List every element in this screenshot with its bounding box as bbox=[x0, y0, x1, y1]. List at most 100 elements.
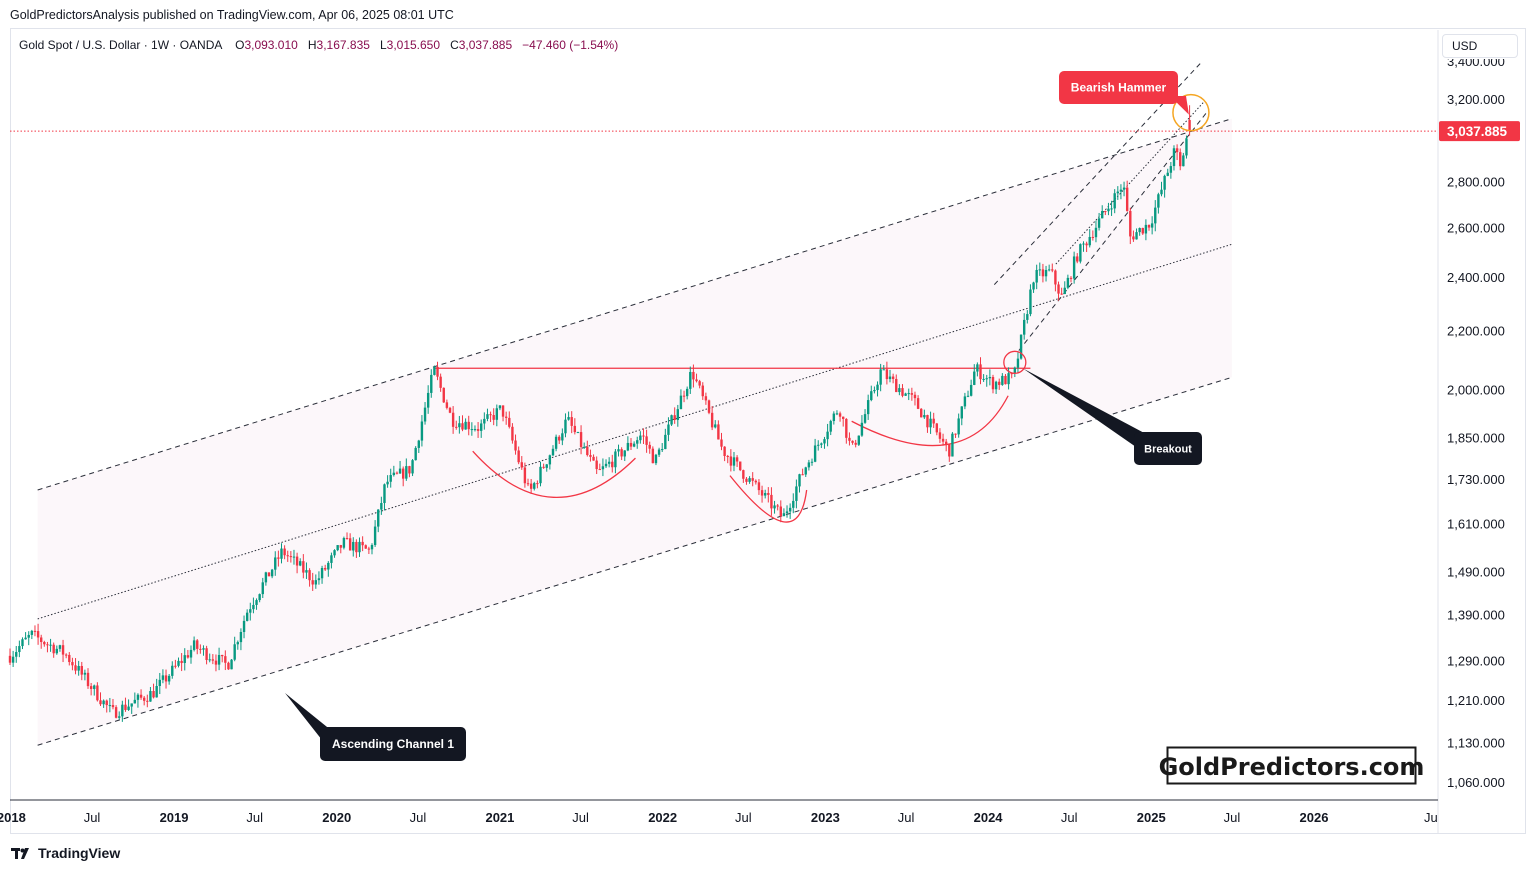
candle-body bbox=[171, 665, 174, 676]
y-tick-label: 2,400.000 bbox=[1447, 270, 1505, 285]
candle bbox=[27, 631, 30, 646]
candle-body bbox=[770, 494, 773, 509]
candle-body bbox=[966, 395, 970, 397]
symbol-legend[interactable]: Gold Spot / U.S. Dollar · 1W · OANDA O3,… bbox=[19, 38, 618, 52]
candle-body bbox=[657, 449, 661, 455]
candle-body bbox=[1144, 224, 1148, 234]
candle-body bbox=[1057, 284, 1060, 294]
candle-body bbox=[1107, 208, 1110, 212]
candle bbox=[377, 509, 380, 533]
candle-body bbox=[1054, 270, 1057, 285]
candle bbox=[118, 711, 121, 720]
candle bbox=[423, 402, 427, 425]
axes-layer: 1,060.000 1,130.000 1,210.000 1,290.000 1,39… bbox=[0, 59, 1520, 825]
candle-body bbox=[1032, 282, 1035, 290]
candle-body bbox=[923, 415, 926, 418]
candle-body bbox=[529, 483, 533, 489]
candle bbox=[171, 661, 174, 679]
candle bbox=[99, 692, 102, 707]
candle bbox=[910, 387, 914, 401]
candle-body bbox=[1116, 191, 1120, 194]
candle bbox=[401, 466, 405, 487]
candle bbox=[1063, 281, 1066, 295]
candle-body bbox=[142, 697, 146, 701]
candle-body bbox=[392, 472, 396, 476]
candle bbox=[498, 405, 502, 411]
candle-body bbox=[411, 460, 414, 474]
candle-body bbox=[21, 639, 24, 647]
candle bbox=[960, 406, 963, 426]
candle-body bbox=[698, 381, 701, 386]
breakout-circle bbox=[1003, 350, 1027, 374]
candle bbox=[308, 568, 311, 587]
y-tick-label: 1,850.000 bbox=[1447, 431, 1505, 446]
candle-body bbox=[380, 503, 383, 510]
candle bbox=[339, 544, 342, 554]
candle-body bbox=[498, 405, 502, 409]
candle-body bbox=[732, 457, 736, 466]
candle bbox=[483, 412, 486, 430]
candle bbox=[58, 644, 62, 652]
candle-body bbox=[679, 395, 683, 410]
breakout-callout-pointer bbox=[1022, 368, 1146, 447]
tradingview-footer[interactable]: TradingView bbox=[11, 845, 120, 861]
candle bbox=[133, 692, 137, 704]
candle bbox=[255, 598, 258, 610]
candle-body bbox=[1035, 269, 1038, 283]
candle bbox=[196, 639, 199, 655]
candle bbox=[998, 378, 1001, 390]
candle bbox=[146, 694, 149, 708]
candle-body bbox=[64, 654, 68, 656]
candle bbox=[551, 445, 555, 457]
candle-body bbox=[217, 654, 221, 665]
trendline-layer bbox=[10, 61, 1438, 746]
candle bbox=[83, 669, 87, 681]
candle-body bbox=[114, 707, 118, 718]
candle bbox=[520, 456, 523, 470]
candle bbox=[86, 668, 90, 689]
currency-selector[interactable]: USD bbox=[1442, 34, 1518, 58]
x-tick-label: 2023 bbox=[811, 810, 840, 825]
candle bbox=[954, 433, 957, 438]
candle-body bbox=[61, 645, 65, 655]
candle bbox=[757, 479, 761, 495]
candle bbox=[589, 449, 592, 462]
candle-body bbox=[533, 483, 536, 489]
candle bbox=[963, 392, 967, 410]
candle bbox=[545, 463, 548, 472]
candle bbox=[695, 373, 698, 383]
candle bbox=[102, 699, 105, 708]
candle bbox=[504, 411, 508, 425]
candle-body bbox=[807, 462, 811, 468]
candle bbox=[11, 650, 15, 667]
candle-body bbox=[685, 388, 689, 397]
candle-body bbox=[1016, 358, 1020, 368]
candle bbox=[149, 687, 152, 702]
candle-body bbox=[539, 466, 542, 484]
x-tick-label: 2024 bbox=[974, 810, 1004, 825]
candle bbox=[426, 385, 430, 414]
y-tick-label: 1,130.000 bbox=[1447, 735, 1505, 750]
candle-body bbox=[848, 437, 851, 441]
candle bbox=[395, 471, 399, 475]
candle-body bbox=[423, 407, 427, 422]
candle-body bbox=[985, 378, 988, 380]
candle-body bbox=[973, 371, 976, 385]
candle-body bbox=[994, 381, 998, 390]
candle bbox=[754, 479, 758, 485]
candle-body bbox=[944, 441, 948, 445]
candle bbox=[554, 434, 558, 452]
candle-body bbox=[639, 435, 642, 441]
candle-body bbox=[1185, 138, 1188, 156]
candle-body bbox=[127, 706, 130, 710]
candle bbox=[798, 473, 801, 493]
candle bbox=[305, 562, 308, 579]
candle bbox=[1119, 184, 1123, 200]
candle-body bbox=[1013, 367, 1017, 374]
candle bbox=[448, 406, 452, 414]
candle bbox=[704, 392, 708, 405]
candle bbox=[767, 487, 770, 503]
candle-body bbox=[111, 705, 115, 708]
candle-body bbox=[879, 369, 882, 385]
